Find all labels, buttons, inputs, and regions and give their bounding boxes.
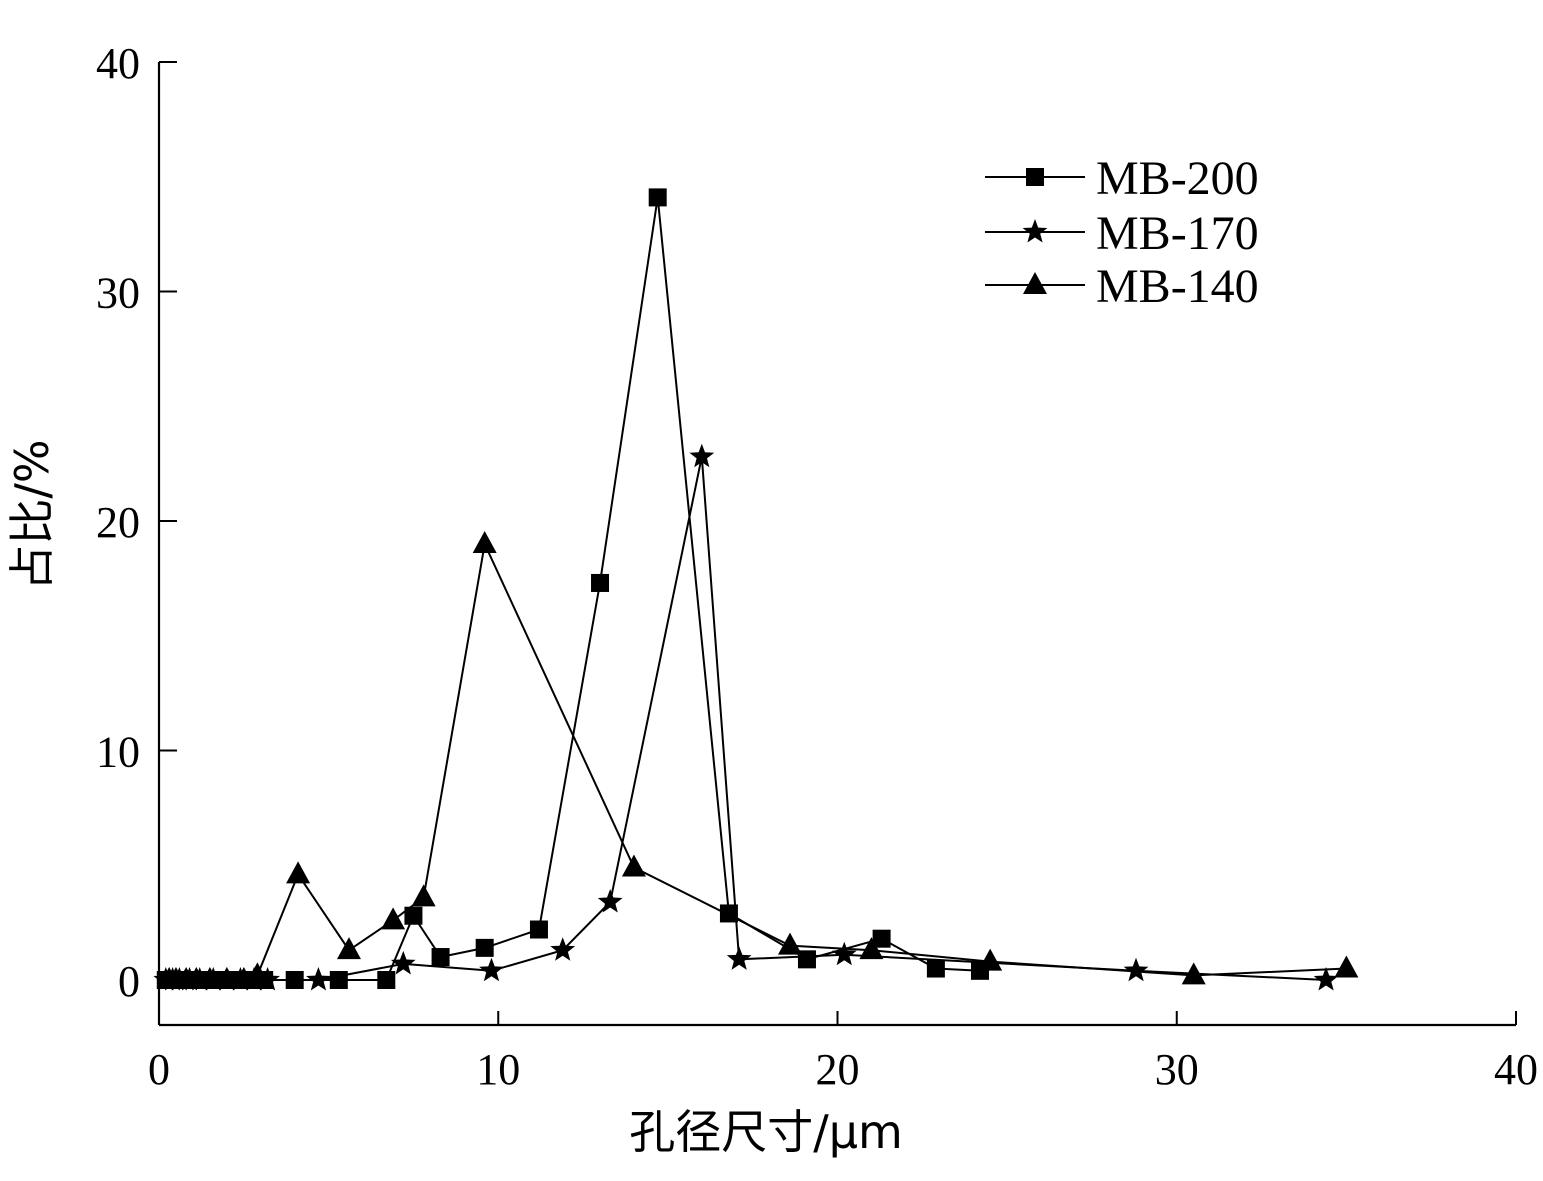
data-point-mb-200 xyxy=(431,948,450,967)
series-line-mb-170 xyxy=(165,456,1327,981)
data-point-mb-140 xyxy=(286,861,311,884)
data-point-mb-170 xyxy=(597,889,623,913)
legend-marker-mb-140 xyxy=(1023,272,1047,294)
y-tick-label: 20 xyxy=(96,498,140,547)
series-mb-170 xyxy=(153,443,1339,991)
data-point-mb-170 xyxy=(1313,967,1339,991)
y-axis-title: 占比/% xyxy=(5,439,59,590)
legend-label-mb-200: MB-200 xyxy=(1096,152,1259,205)
x-tick-label: 20 xyxy=(816,1045,860,1094)
data-point-mb-170 xyxy=(390,950,416,975)
x-tick-label: 10 xyxy=(476,1045,520,1094)
data-point-mb-170 xyxy=(831,941,857,966)
y-tick-label: 10 xyxy=(96,728,140,777)
data-point-mb-140 xyxy=(381,907,406,930)
axes xyxy=(157,62,1516,1027)
data-point-mb-200 xyxy=(329,971,348,989)
series-line-mb-140 xyxy=(169,540,1347,981)
x-tick-label: 0 xyxy=(148,1045,170,1094)
ticks: 0 10 20 30 40 0 10 20 30 40 xyxy=(96,39,1538,1094)
data-point-mb-200 xyxy=(648,188,667,207)
data-point-mb-200 xyxy=(872,929,891,948)
data-point-mb-200 xyxy=(926,959,945,978)
data-point-mb-140 xyxy=(859,937,884,960)
y-tick-label: 40 xyxy=(96,39,140,88)
data-point-mb-140 xyxy=(621,854,646,877)
data-point-mb-140 xyxy=(472,530,497,553)
series-mb-140 xyxy=(157,530,1359,989)
data-point-mb-170 xyxy=(479,957,504,982)
x-axis-title: 孔径尺寸/μm xyxy=(629,1105,903,1159)
data-point-mb-170 xyxy=(726,946,752,970)
data-point-mb-140 xyxy=(245,962,270,985)
data-point-mb-140 xyxy=(778,932,803,955)
data-point-mb-170 xyxy=(306,967,331,991)
legend-marker-mb-200 xyxy=(1026,168,1044,186)
data-point-mb-140 xyxy=(336,937,361,960)
data-point-mb-200 xyxy=(404,906,423,925)
data-point-mb-140 xyxy=(1334,955,1359,978)
legend-label-mb-140: MB-140 xyxy=(1096,260,1259,313)
data-point-mb-140 xyxy=(411,884,436,907)
series-mb-200 xyxy=(156,188,989,989)
data-point-mb-170 xyxy=(550,937,576,961)
data-point-mb-140 xyxy=(214,967,239,989)
data-point-mb-170 xyxy=(1123,957,1149,982)
series xyxy=(153,188,1359,991)
data-point-mb-170 xyxy=(689,443,715,468)
x-tick-label: 30 xyxy=(1155,1045,1199,1094)
data-point-mb-200 xyxy=(797,950,816,969)
data-point-mb-200 xyxy=(591,573,610,592)
data-point-mb-140 xyxy=(197,967,222,989)
data-point-mb-200 xyxy=(475,938,494,957)
data-point-mb-170 xyxy=(255,967,280,991)
legend-marker-mb-170 xyxy=(1022,219,1048,243)
series-line-mb-200 xyxy=(165,197,981,981)
y-tick-label: 0 xyxy=(118,957,140,1006)
legend-label-mb-170: MB-170 xyxy=(1096,207,1259,260)
data-point-mb-140 xyxy=(1181,962,1206,985)
data-point-mb-200 xyxy=(529,920,548,939)
x-tick-label: 40 xyxy=(1494,1045,1538,1094)
data-point-mb-200 xyxy=(377,971,396,989)
y-tick-label: 30 xyxy=(96,269,140,318)
data-point-mb-140 xyxy=(978,948,1003,971)
